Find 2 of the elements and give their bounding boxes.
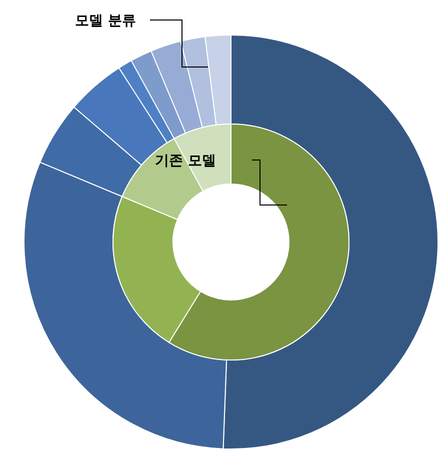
slice-label: 모델 분류: [75, 13, 136, 29]
slice-label: 기존 모델: [155, 153, 216, 169]
